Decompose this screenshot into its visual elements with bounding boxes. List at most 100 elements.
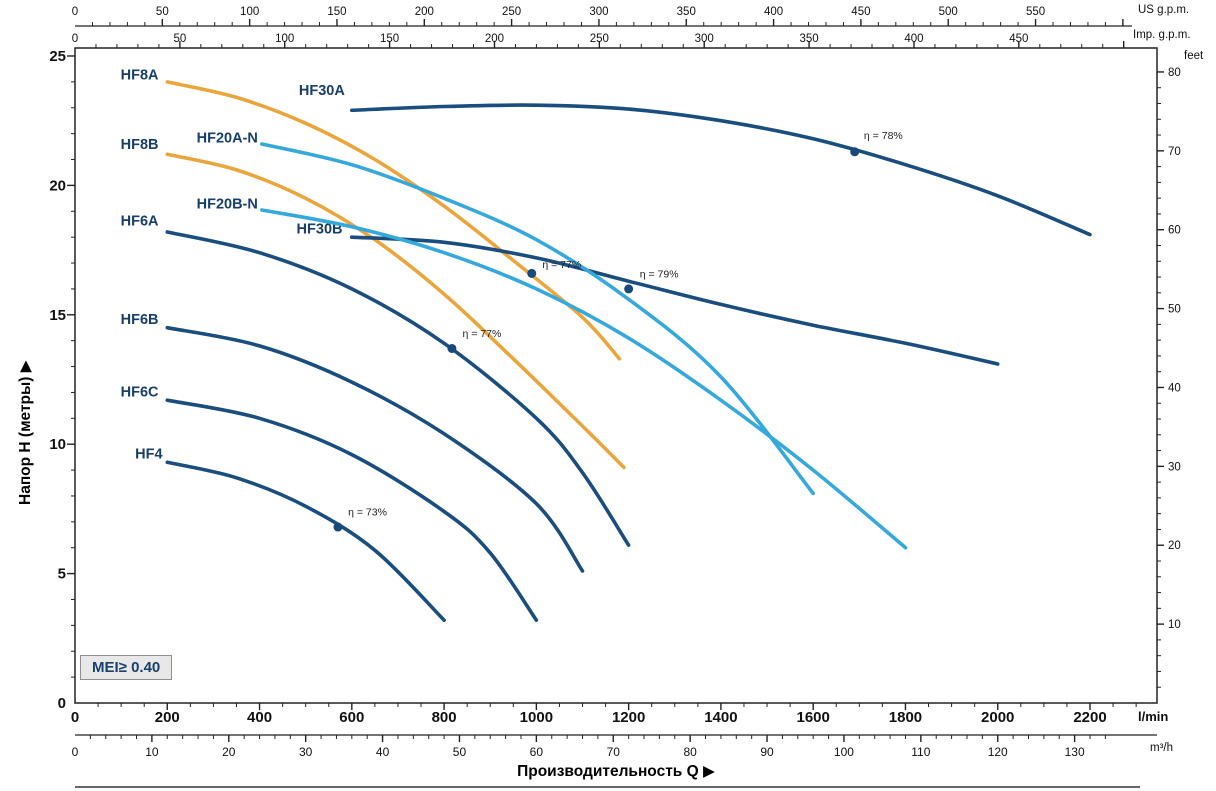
- plot-area: [74, 47, 1158, 704]
- x-impgpm-tick-label: 150: [380, 33, 399, 45]
- curve-HF8B: [165, 152, 626, 470]
- feet-unit-label: feet: [1184, 50, 1204, 62]
- y-left-tick-label: 15: [49, 307, 66, 324]
- x-m3h-tick-label: 10: [145, 745, 159, 759]
- efficiency-point: [447, 343, 457, 353]
- x-lmin-tick-label: 400: [247, 709, 272, 726]
- x-m3h-tick-label: 60: [530, 745, 544, 759]
- lmin-unit-label: l/min: [1138, 709, 1169, 724]
- x-m3h-tick-label: 50: [453, 745, 467, 759]
- x-m3h-tick-label: 0: [72, 745, 79, 759]
- y-right-tick-label: 60: [1168, 225, 1181, 237]
- x-impgpm-tick-label: 450: [1009, 33, 1028, 45]
- x-m3h-tick-label: 20: [222, 745, 236, 759]
- x-impgpm-tick-label: 400: [904, 33, 923, 45]
- curve-HF30A: [350, 103, 1092, 237]
- x-m3h-tick-label: 40: [376, 745, 390, 759]
- x-m3h-tick-label: 130: [1065, 745, 1085, 759]
- y-left-tick-label: 20: [49, 177, 66, 194]
- x-axis-title: Производительность Q ▶: [517, 763, 715, 780]
- y-left-tick-label: 0: [58, 695, 66, 712]
- y-left-tick-label: 10: [49, 436, 66, 453]
- x-lmin-tick-label: 600: [339, 709, 364, 726]
- efficiency-label: η = 78%: [864, 130, 903, 142]
- curve-HF6B: [165, 325, 585, 573]
- x-m3h-tick-label: 110: [911, 745, 930, 759]
- x-lmin-tick-label: 1400: [704, 709, 737, 726]
- curve-label-HF30A: HF30A: [299, 83, 345, 99]
- curve-HF20B-N: [260, 208, 908, 550]
- x-impgpm-tick-label: 350: [799, 33, 818, 45]
- m3h-unit-label: m³/h: [1150, 742, 1173, 754]
- x-usgpm-tick-label: 150: [327, 6, 346, 18]
- efficiency-point: [333, 522, 343, 532]
- x-lmin-tick-label: 200: [155, 709, 180, 726]
- x-m3h-tick-label: 90: [760, 745, 774, 759]
- curve-label-HF8A: HF8A: [121, 67, 159, 83]
- x-impgpm-tick-label: 50: [173, 33, 186, 45]
- x-impgpm-tick-label: 250: [590, 33, 609, 45]
- x-usgpm-tick-label: 350: [677, 6, 696, 18]
- x-usgpm-tick-label: 200: [415, 6, 434, 18]
- x-lmin-tick-label: 1000: [520, 709, 553, 726]
- curve-label-HF20A-N: HF20A-N: [197, 131, 258, 147]
- curve-HF4: [165, 460, 446, 622]
- y-right-tick-label: 40: [1168, 382, 1181, 394]
- y-right-tick-label: 30: [1168, 461, 1181, 473]
- x-usgpm-tick-label: 450: [851, 6, 870, 18]
- x-lmin-tick-label: 1200: [612, 709, 645, 726]
- x-lmin-tick-label: 0: [71, 709, 79, 726]
- imp-gpm-unit-label: Imp. g.p.m.: [1133, 29, 1191, 41]
- efficiency-label: η = 79%: [640, 268, 679, 280]
- x-m3h-tick-label: 70: [607, 745, 621, 759]
- us-gpm-unit-label: US g.p.m.: [1138, 4, 1190, 16]
- x-lmin-tick-label: 1600: [796, 709, 829, 726]
- efficiency-label: η = 73%: [348, 506, 387, 518]
- y-right-tick-label: 20: [1168, 540, 1181, 552]
- efficiency-point: [624, 284, 634, 294]
- y-axis-title: Напор H (метры) ▶: [17, 360, 34, 505]
- y-left-tick-label: 5: [58, 566, 66, 583]
- y-right-tick-label: 50: [1168, 304, 1181, 316]
- x-m3h-tick-label: 30: [299, 745, 313, 759]
- y-right-tick-label: 70: [1168, 146, 1181, 158]
- curve-label-HF30B: HF30B: [297, 221, 343, 237]
- x-usgpm-tick-label: 400: [764, 6, 783, 18]
- x-usgpm-tick-label: 300: [589, 6, 608, 18]
- efficiency-point: [527, 268, 537, 278]
- curve-label-HF6A: HF6A: [121, 214, 159, 230]
- x-usgpm-tick-label: 500: [939, 6, 958, 18]
- x-impgpm-tick-label: 200: [485, 33, 504, 45]
- x-usgpm-tick-label: 0: [72, 6, 78, 18]
- curve-label-HF6B: HF6B: [121, 312, 159, 328]
- efficiency-point: [850, 147, 860, 157]
- x-impgpm-tick-label: 300: [695, 33, 714, 45]
- x-lmin-tick-label: 1800: [889, 709, 922, 726]
- x-lmin-tick-label: 2000: [981, 709, 1014, 726]
- curve-HF20A-N: [260, 142, 815, 496]
- curve-HF6C: [165, 398, 539, 622]
- curve-label-HF4: HF4: [135, 446, 162, 462]
- x-usgpm-tick-label: 100: [240, 6, 259, 18]
- curve-label-HF20B-N: HF20B-N: [197, 197, 258, 213]
- efficiency-label: η = 77%: [463, 328, 502, 340]
- x-m3h-tick-label: 120: [988, 745, 1008, 759]
- curve-label-HF6C: HF6C: [121, 384, 159, 400]
- curve-HF6A: [165, 230, 631, 547]
- x-impgpm-tick-label: 100: [275, 33, 294, 45]
- y-right-tick-label: 10: [1168, 619, 1181, 631]
- x-m3h-tick-label: 80: [683, 745, 697, 759]
- x-lmin-tick-label: 2200: [1073, 709, 1106, 726]
- x-usgpm-tick-label: 550: [1026, 6, 1045, 18]
- x-usgpm-tick-label: 250: [502, 6, 521, 18]
- x-impgpm-tick-label: 0: [72, 33, 78, 45]
- mei-badge: MEI≥ 0.40: [80, 655, 173, 680]
- x-m3h-tick-label: 100: [834, 745, 854, 759]
- y-left-tick-label: 25: [49, 48, 66, 65]
- y-right-tick-label: 80: [1168, 67, 1181, 79]
- curve-HF30B: [350, 235, 1000, 366]
- efficiency-label: η = 77%: [542, 259, 581, 271]
- x-usgpm-tick-label: 50: [156, 6, 169, 18]
